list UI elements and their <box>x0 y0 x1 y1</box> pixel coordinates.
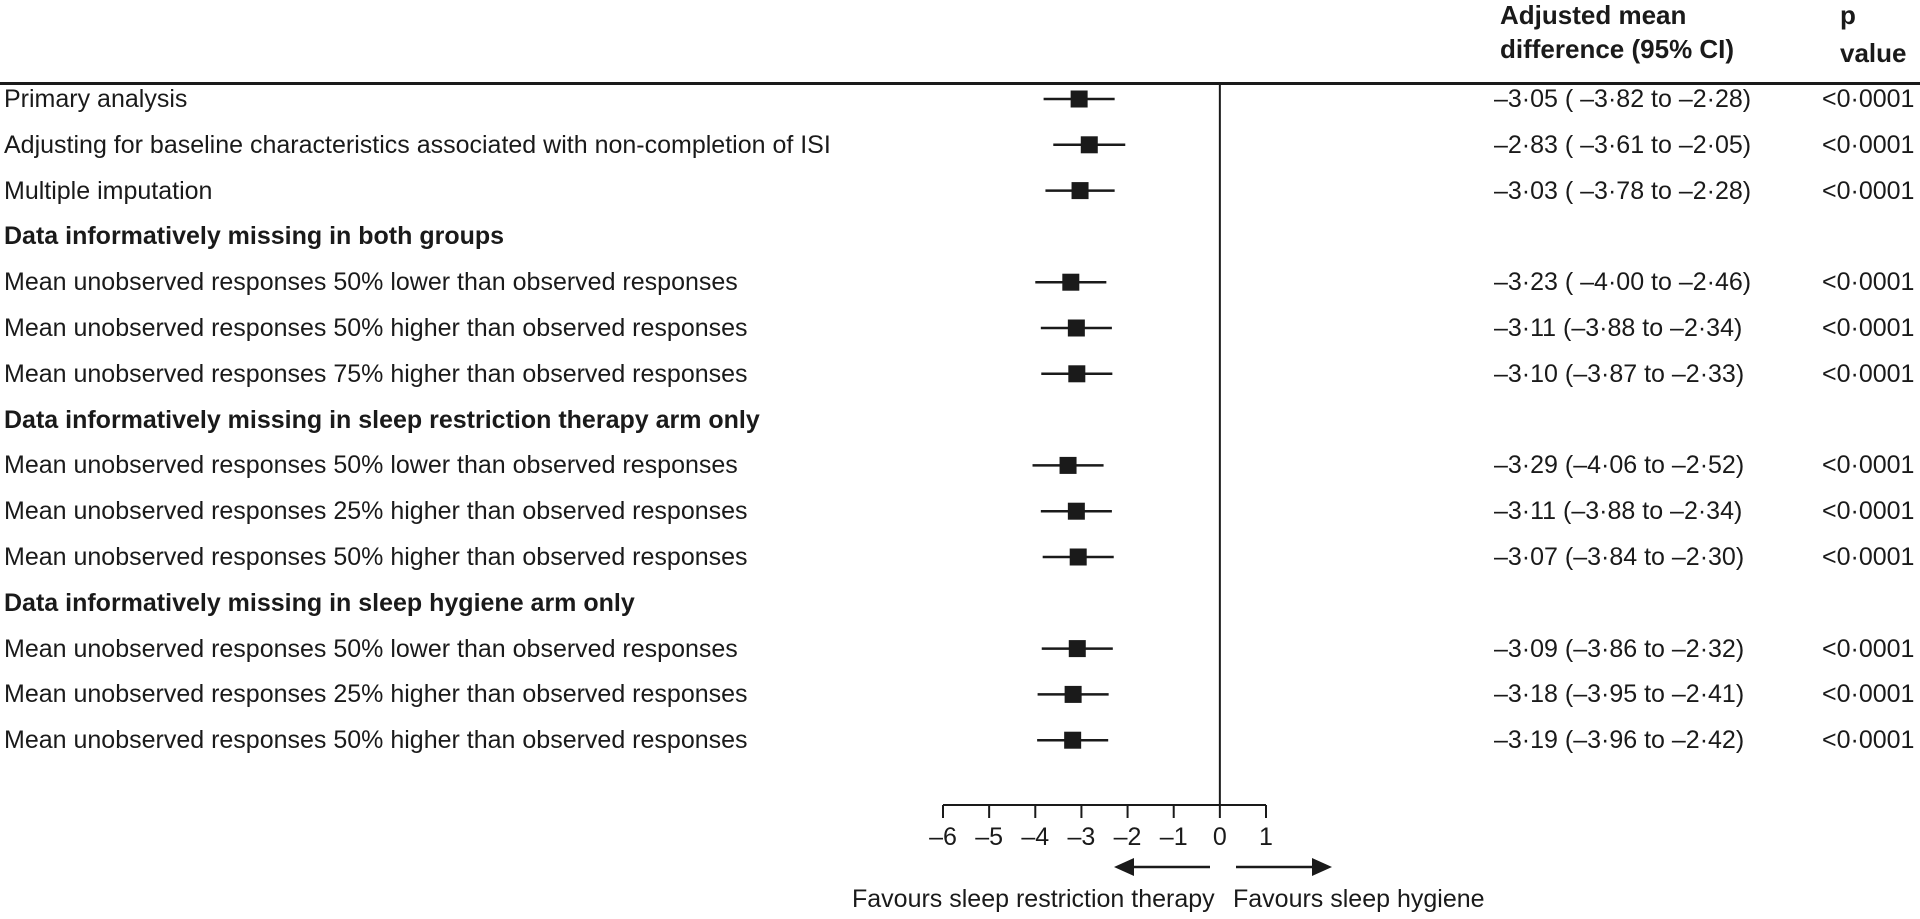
estimate-ci-value: –3·19 (–3·96 to –2·42) <box>1494 726 1745 755</box>
estimate-ci-value: –3·11 (–3·88 to –2·34) <box>1494 497 1743 526</box>
row-label: Mean unobserved responses 50% higher tha… <box>4 314 748 342</box>
header-rule <box>0 82 1920 85</box>
p-value: <0·0001 <box>1822 268 1915 297</box>
table-row: Mean unobserved responses 50% higher tha… <box>0 305 1920 351</box>
table-row: Mean unobserved responses 25% higher tha… <box>0 671 1920 717</box>
table-row: Mean unobserved responses 50% lower than… <box>0 442 1920 488</box>
estimate-ci-value: –3·03 ( –3·78 to –2·28) <box>1494 176 1752 205</box>
p-value: <0·0001 <box>1822 726 1915 755</box>
favours-left-label: Favours sleep restriction therapy <box>852 885 1215 913</box>
point-estimate <box>1067 319 1085 337</box>
point-estimate <box>1071 182 1089 200</box>
p-value-column-header: p value <box>1840 0 1907 68</box>
estimate-ci-value: –3·23 ( –4·00 to –2·46) <box>1494 268 1752 297</box>
table-row: Primary analysis –3·05 ( –3·82 to –2·28) <… <box>0 76 1920 122</box>
row-label: Mean unobserved responses 50% higher tha… <box>4 726 748 755</box>
row-label: Mean unobserved responses 25% higher tha… <box>4 497 748 526</box>
p-value: <0·0001 <box>1822 543 1915 571</box>
x-tick-label: –5 <box>975 823 1003 851</box>
estimate-column-header-line1: Adjusted mean <box>1500 0 1687 30</box>
table-row: Mean unobserved responses 25% higher tha… <box>0 488 1920 534</box>
point-estimate <box>1064 731 1082 749</box>
row-label: Mean unobserved responses 50% lower than… <box>4 268 738 297</box>
section-header: Data informatively missing in sleep rest… <box>0 397 1920 443</box>
estimate-ci-value: –3·07 (–3·84 to –2·30) <box>1494 543 1745 571</box>
x-tick-label: 0 <box>1213 823 1227 851</box>
table-row: Adjusting for baseline characteristics a… <box>0 122 1920 168</box>
row-label: Mean unobserved responses 50% higher tha… <box>4 543 748 571</box>
point-estimate <box>1068 365 1086 383</box>
section-label: Data informatively missing in sleep hygi… <box>4 588 635 617</box>
estimate-ci-value: –3·29 (–4·06 to –2·52) <box>1494 451 1745 480</box>
point-estimate <box>1080 136 1098 154</box>
p-value: <0·0001 <box>1822 680 1915 709</box>
x-tick-label: –4 <box>1021 823 1049 851</box>
row-label: Multiple imputation <box>4 176 213 205</box>
p-value: <0·0001 <box>1822 634 1915 663</box>
favours-right-arrow-head <box>1312 858 1332 876</box>
x-tick-label: –1 <box>1160 823 1188 851</box>
point-estimate <box>1067 502 1085 520</box>
table-row: Mean unobserved responses 50% higher tha… <box>0 717 1920 763</box>
row-label: Mean unobserved responses 50% lower than… <box>4 451 738 480</box>
table-row: Mean unobserved responses 75% higher tha… <box>0 351 1920 397</box>
p-value: <0·0001 <box>1822 314 1915 342</box>
row-label: Primary analysis <box>4 85 188 113</box>
estimate-ci-value: –3·05 ( –3·82 to –2·28) <box>1494 85 1752 113</box>
point-estimate <box>1064 685 1082 703</box>
estimate-ci-value: –3·09 (–3·86 to –2·32) <box>1494 634 1745 663</box>
row-label: Adjusting for baseline characteristics a… <box>4 130 831 159</box>
x-tick-label: 1 <box>1259 823 1273 851</box>
point-estimate <box>1070 90 1088 108</box>
point-estimate <box>1069 548 1087 566</box>
estimate-ci-value: –3·18 (–3·95 to –2·41) <box>1494 680 1745 709</box>
x-tick-label: –3 <box>1068 823 1096 851</box>
estimate-ci-value: –2·83 ( –3·61 to –2·05) <box>1494 130 1752 159</box>
table-row: Mean unobserved responses 50% lower than… <box>0 626 1920 672</box>
section-label: Data informatively missing in sleep rest… <box>4 405 760 434</box>
estimate-ci-value: –3·11 (–3·88 to –2·34) <box>1494 314 1743 342</box>
x-tick-label: –6 <box>929 823 957 851</box>
p-value: <0·0001 <box>1822 176 1915 205</box>
section-label: Data informatively missing in both group… <box>4 222 505 251</box>
p-value: <0·0001 <box>1822 451 1915 480</box>
p-value: <0·0001 <box>1822 359 1915 388</box>
favours-right-label: Favours sleep hygiene <box>1233 885 1485 913</box>
estimate-column-header-line2: difference (95% CI) <box>1500 34 1735 64</box>
table-row: Mean unobserved responses 50% higher tha… <box>0 534 1920 580</box>
table-row: Multiple imputation –3·03 ( –3·78 to –2·2… <box>0 168 1920 214</box>
estimate-ci-value: –3·10 (–3·87 to –2·33) <box>1494 359 1745 388</box>
section-header: Data informatively missing in both group… <box>0 213 1920 259</box>
row-label: Mean unobserved responses 75% higher tha… <box>4 359 748 388</box>
favours-left-arrow-head <box>1114 858 1134 876</box>
table-row: Mean unobserved responses 50% lower than… <box>0 259 1920 305</box>
p-value: <0·0001 <box>1822 130 1915 159</box>
point-estimate <box>1059 456 1077 474</box>
point-estimate <box>1068 640 1086 658</box>
x-tick-label: –2 <box>1114 823 1142 851</box>
p-value: <0·0001 <box>1822 497 1915 526</box>
section-header: Data informatively missing in sleep hygi… <box>0 580 1920 626</box>
p-value: <0·0001 <box>1822 85 1915 113</box>
row-label: Mean unobserved responses 25% higher tha… <box>4 680 748 709</box>
point-estimate <box>1062 273 1080 291</box>
row-label: Mean unobserved responses 50% lower than… <box>4 634 738 663</box>
